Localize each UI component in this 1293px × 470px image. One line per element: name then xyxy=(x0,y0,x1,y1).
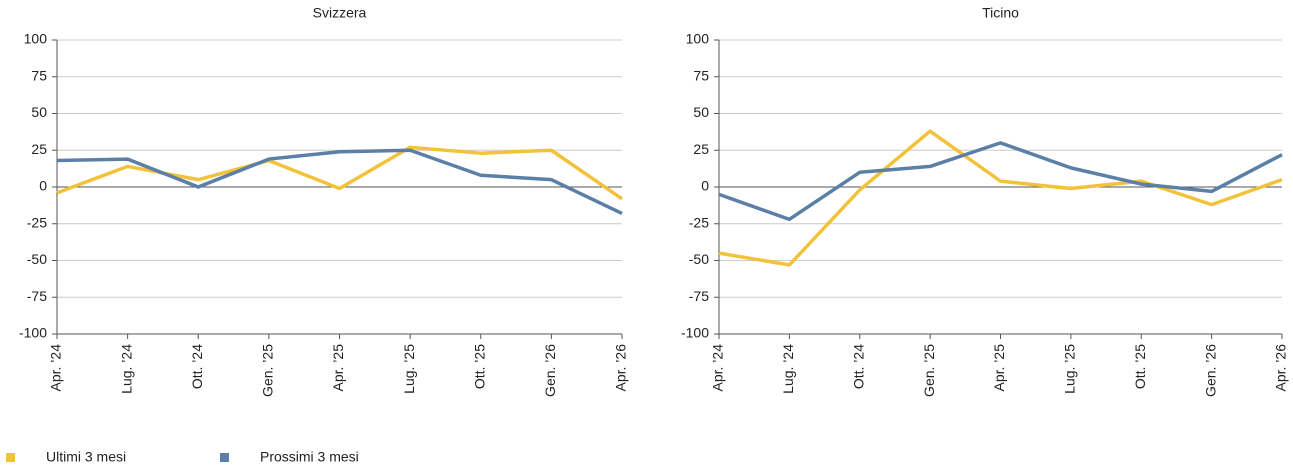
line-series xyxy=(718,141,1283,222)
legend-swatch xyxy=(6,453,15,462)
y-tick-label: -25 xyxy=(689,214,709,230)
line-series xyxy=(56,145,623,201)
y-tick-label: 50 xyxy=(693,104,709,120)
y-tick-label: -50 xyxy=(689,251,709,267)
x-tick-label: Lug. ’24 xyxy=(780,344,796,394)
legend-label: Prossimi 3 mesi xyxy=(260,449,359,465)
y-tick-label: -75 xyxy=(27,288,47,304)
x-tick-label: Ott. ’25 xyxy=(471,344,487,389)
x-tick-label: Gen. ’26 xyxy=(1202,344,1218,397)
x-tick-label: Apr. ’26 xyxy=(1273,344,1289,392)
y-tick-label: 75 xyxy=(693,67,709,83)
x-tick-label: Apr. ’24 xyxy=(48,344,64,392)
y-tick-label: 75 xyxy=(31,67,47,83)
x-tick-label: Apr. ’24 xyxy=(710,344,726,392)
y-tick-label: 100 xyxy=(24,31,48,47)
y-tick-label: -75 xyxy=(689,288,709,304)
y-tick-label: 100 xyxy=(686,31,710,47)
y-tick-label: 25 xyxy=(693,141,709,157)
line-series xyxy=(56,148,623,216)
y-tick-label: 0 xyxy=(39,178,47,194)
line-series xyxy=(718,129,1283,267)
x-tick-label: Apr. ’26 xyxy=(613,344,629,392)
y-tick-label: 25 xyxy=(31,141,47,157)
y-tick-label: -50 xyxy=(27,251,47,267)
chart-title: Ticino xyxy=(982,5,1019,21)
x-tick-label: Apr. ’25 xyxy=(991,344,1007,392)
y-tick-label: -25 xyxy=(27,214,47,230)
x-tick-label: Lug. ’24 xyxy=(118,344,134,394)
x-tick-label: Apr. ’25 xyxy=(330,344,346,392)
x-tick-label: Gen. ’26 xyxy=(542,344,558,397)
x-tick-label: Gen. ’25 xyxy=(921,344,937,397)
y-tick-label: 0 xyxy=(701,178,709,194)
legend-label: Ultimi 3 mesi xyxy=(46,449,126,465)
x-tick-label: Ott. ’25 xyxy=(1132,344,1148,389)
legend-swatch xyxy=(220,453,229,462)
x-tick-label: Gen. ’25 xyxy=(260,344,276,397)
y-tick-label: -100 xyxy=(681,325,709,341)
chart-title: Svizzera xyxy=(313,5,367,21)
y-tick-label: -100 xyxy=(19,325,47,341)
x-tick-label: Lug. ’25 xyxy=(1062,344,1078,394)
x-tick-label: Lug. ’25 xyxy=(401,344,417,394)
x-tick-label: Ott. ’24 xyxy=(850,344,866,389)
x-tick-label: Ott. ’24 xyxy=(189,344,205,389)
y-tick-label: 50 xyxy=(31,104,47,120)
